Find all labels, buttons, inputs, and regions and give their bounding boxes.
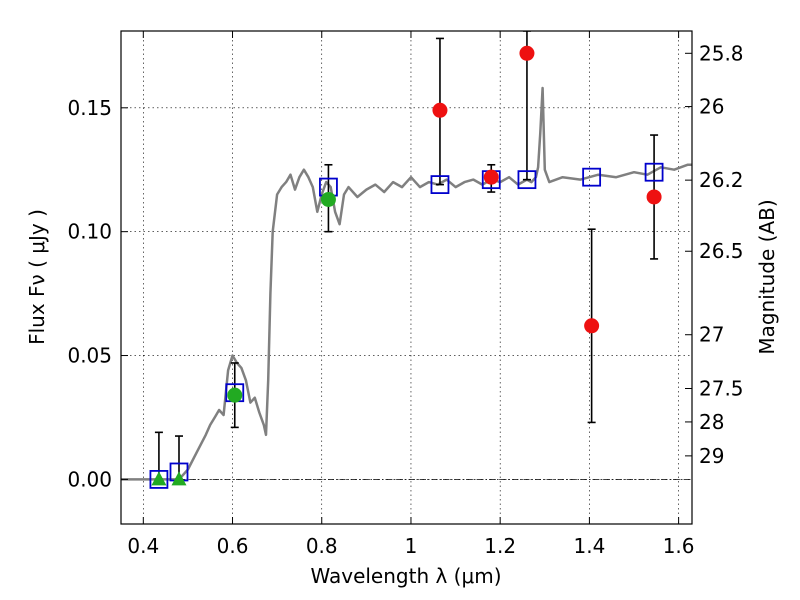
x-tick-label: 1.2 <box>484 534 516 558</box>
green-data-point <box>320 191 336 207</box>
triangle-point <box>151 471 167 486</box>
magnitude-tick-label: 27.5 <box>699 376 744 400</box>
magnitude-tick-label: 25.8 <box>699 41 744 65</box>
magnitude-tick-label: 26.5 <box>699 239 744 263</box>
model-flux-square <box>149 470 169 489</box>
y-tick-label: 0.15 <box>67 96 112 120</box>
x-tick-label: 1.4 <box>573 534 605 558</box>
y-tick-label: 0.10 <box>67 220 112 244</box>
magnitude-tick-label: 28 <box>699 410 724 434</box>
magnitude-tick-label: 27 <box>699 323 724 347</box>
magnitude-tick-label: 26 <box>699 95 724 119</box>
model-flux-square <box>644 162 664 182</box>
y-tick-label: 0.00 <box>67 467 112 491</box>
red-data-point <box>483 169 499 185</box>
x-tick-label: 0.6 <box>217 534 249 558</box>
red-data-point <box>519 45 535 61</box>
x-tick-label: 1 <box>405 534 418 558</box>
plot-area: 0.4 0.6 0.8 1 1.2 1.4 1.6 0.00 0.05 0.10 0.15 25.8 2… <box>67 30 744 558</box>
magnitude-tick-label: 26.2 <box>699 168 744 192</box>
template-spectrum-line <box>121 86 692 481</box>
green-data-point <box>227 387 243 403</box>
y-tick-label: 0.05 <box>67 344 112 368</box>
x-axis-label: Wavelength λ (μm) <box>310 564 501 588</box>
axes-frame <box>120 30 693 525</box>
red-data-point <box>646 189 662 205</box>
model-flux-square <box>582 167 602 187</box>
x-tick-label: 0.4 <box>127 534 159 558</box>
x-tick-label: 1.6 <box>663 534 695 558</box>
model-flux-square <box>517 170 537 190</box>
triangle-point <box>171 471 187 486</box>
y-axis-label: Flux Fν ( μJy ) <box>25 209 49 345</box>
red-data-point <box>432 102 448 118</box>
plot-content <box>121 31 692 489</box>
x-tick-label: 0.8 <box>306 534 338 558</box>
red-data-point <box>584 318 600 334</box>
right-axis-label: Magnitude (AB) <box>755 199 779 354</box>
magnitude-tick-label: 29 <box>699 444 724 468</box>
model-flux-square <box>430 175 450 194</box>
